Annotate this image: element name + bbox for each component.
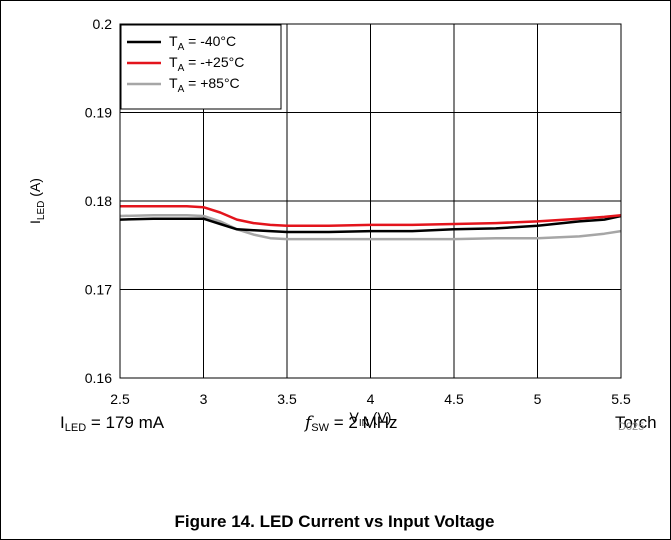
iled-sub: LED xyxy=(64,422,87,434)
y-tick-label: 0.2 xyxy=(93,16,113,32)
y-tick-label: 0.18 xyxy=(85,193,112,209)
legend-entry: TA = +85°C xyxy=(169,75,240,95)
x-axis-label-sub: IN xyxy=(359,418,369,429)
fsw-sub: SW xyxy=(311,422,330,434)
x-tick-label: 5 xyxy=(534,391,542,407)
mode-condition: Torch xyxy=(615,413,657,432)
x-tick-label: 4 xyxy=(367,391,375,407)
x-axis-label-main: V xyxy=(350,409,360,425)
plot-area-border xyxy=(119,23,622,379)
legend: TA = -40°CTA = -+25°CTA = +85°C xyxy=(120,24,282,110)
y-axis-label-main: I xyxy=(27,220,43,224)
y-axis-label: ILED (A) xyxy=(27,178,47,224)
legend-entry-main: T xyxy=(169,75,178,91)
fsw-tail: = 2 MHz xyxy=(329,413,398,432)
y-tick-label: 0.17 xyxy=(85,282,112,298)
x-tick-label: 5.5 xyxy=(611,391,631,407)
grid-lines xyxy=(120,24,621,378)
legend-entry-main: T xyxy=(169,33,178,49)
x-axis-label-tail: (V) xyxy=(369,409,392,425)
legend-entry: TA = -+25°C xyxy=(169,54,244,74)
x-tick-label: 2.5 xyxy=(110,391,130,407)
series-line-3 xyxy=(119,213,622,241)
x-axis-label: VIN (V) xyxy=(350,409,392,429)
figure-id: D025 xyxy=(618,421,645,433)
legend-entry-sub: A xyxy=(178,63,185,74)
series-line-2 xyxy=(120,205,622,228)
legend-entry-tail: = +85°C xyxy=(184,75,239,91)
iled-main: I xyxy=(60,413,65,432)
y-tick-label: 0.19 xyxy=(85,105,112,121)
fsw-symbol: f xyxy=(305,413,312,433)
tick-labels: 2.5 3 3.5 4 4.5 5 5.5 0.16 0.17 0.18 0.19 0.2 xyxy=(85,16,631,407)
legend-entry-sub: A xyxy=(178,84,185,95)
fsw-condition: fSW = 2 MHz xyxy=(305,413,398,434)
figure-caption: Figure 14. LED Current vs Input Voltage xyxy=(174,512,495,531)
iled-condition: ILED = 179 mA xyxy=(60,413,164,434)
legend-entry-tail: = -40°C xyxy=(184,33,236,49)
series-line-1 xyxy=(119,214,622,234)
x-tick-label: 3 xyxy=(200,391,208,407)
legend-entry: TA = -40°C xyxy=(169,33,236,53)
y-tick-label: 0.16 xyxy=(85,370,112,386)
y-axis-label-sub: LED xyxy=(36,201,47,220)
x-tick-label: 3.5 xyxy=(277,391,297,407)
y-axis-label-tail: (A) xyxy=(27,178,43,201)
legend-entry-sub: A xyxy=(178,42,185,53)
legend-box xyxy=(120,24,282,110)
legend-entry-tail: = -+25°C xyxy=(184,54,244,70)
legend-entry-main: T xyxy=(169,54,178,70)
series-layer xyxy=(119,205,622,241)
x-tick-label: 4.5 xyxy=(444,391,464,407)
iled-tail: = 179 mA xyxy=(86,413,165,432)
